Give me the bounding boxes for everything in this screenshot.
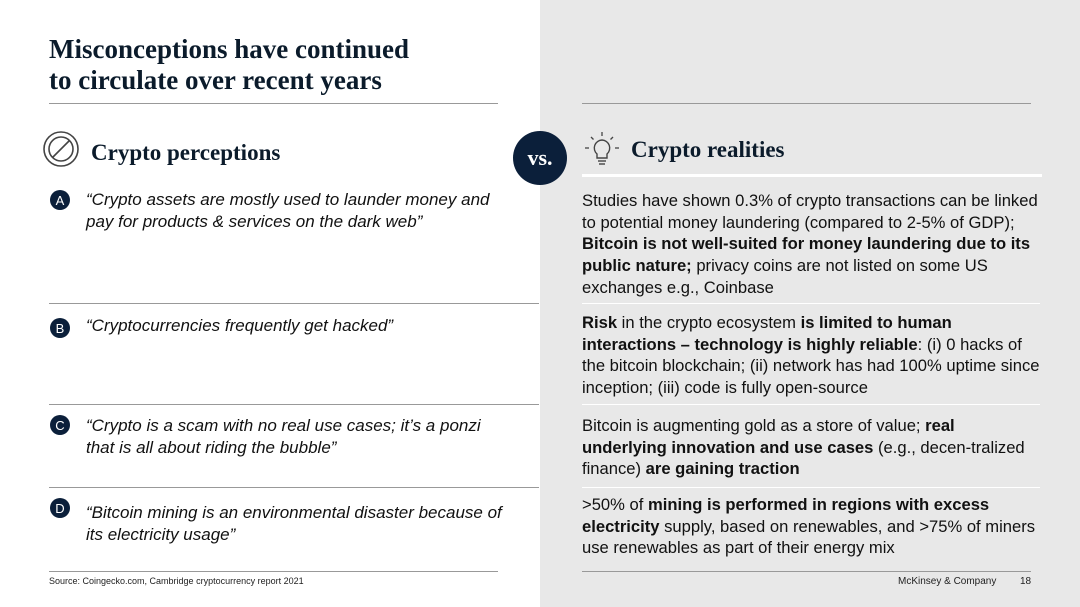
perception-text-a: “Crypto assets are mostly used to launde… <box>86 190 490 231</box>
reality-segment-bold: is limited to human interactions – techn… <box>582 313 952 354</box>
reality-segment-bold: real underlying innovation and use cases <box>582 416 955 457</box>
row-divider-right-3 <box>582 487 1040 488</box>
reality-segment: in the crypto ecosystem <box>617 313 801 332</box>
reality-segment: privacy coins are not listed on some US … <box>582 256 988 297</box>
reality-segment: supply, based on renewables, and >75% of… <box>582 516 1036 558</box>
source-note: Source: Coingecko.com, Cambridge cryptoc… <box>49 576 304 586</box>
reality-segment-bold: Bitcoin is not well-suited for money lau… <box>582 234 1031 276</box>
reality-text-d: >50% of mining is performed in regions w… <box>582 494 1042 559</box>
footer-divider-left <box>49 571 498 572</box>
footer-divider-right <box>582 571 1031 572</box>
page-title: Misconceptions have continued to circula… <box>49 34 509 96</box>
perception-text-d: “Bitcoin mining is an environmental disa… <box>86 503 502 544</box>
perception-text-b: “Cryptocurrencies frequently get hacked” <box>86 316 394 335</box>
realities-heading: Crypto realities <box>631 137 785 162</box>
realities-top-divider <box>582 103 1031 104</box>
prohibited-icon <box>42 130 80 168</box>
title-divider <box>49 103 498 104</box>
lightbulb-icon <box>582 130 622 170</box>
row-divider-right-2 <box>582 404 1040 405</box>
row-badge-c: C <box>50 415 70 435</box>
row-divider-right-1 <box>582 303 1040 304</box>
reality-segment: (e.g., decen-tralized finance) <box>582 437 1025 479</box>
page-title-line-1: Misconceptions have continued <box>49 34 410 64</box>
perception-text-c: “Crypto is a scam with no real use cases… <box>86 416 481 457</box>
perceptions-heading: Crypto perceptions <box>91 140 281 165</box>
reality-segment: Bitcoin is augmenting gold as a store of… <box>582 416 926 435</box>
reality-segment: >50% of <box>582 495 648 514</box>
company-name: McKinsey & Company <box>898 576 997 587</box>
row-badge-b: B <box>50 318 70 338</box>
reality-segment-bold: Risk <box>582 313 618 332</box>
page-title-line-2: to circulate over recent years <box>49 65 382 95</box>
reality-text-c: Bitcoin is augmenting gold as a store of… <box>582 415 1042 480</box>
realities-heading-underline <box>582 174 1042 177</box>
reality-segment-bold: mining is performed in regions with exce… <box>582 495 990 536</box>
row-badge-d: D <box>50 498 70 518</box>
row-divider-left-2 <box>49 404 539 405</box>
vs-badge: vs. <box>513 131 567 185</box>
reality-text-b: Risk in the crypto ecosystem is limited … <box>582 312 1042 399</box>
reality-text-a: Studies have shown 0.3% of crypto transa… <box>582 190 1042 299</box>
reality-segment: Studies have shown 0.3% of crypto transa… <box>582 191 1038 232</box>
reality-segment-bold: are gaining traction <box>645 459 800 479</box>
row-divider-left-1 <box>49 303 539 304</box>
page-number: 18 <box>1020 576 1032 587</box>
reality-segment: : (i) 0 hacks of the bitcoin blockchain;… <box>582 334 1040 398</box>
row-badge-a: A <box>50 190 70 210</box>
row-divider-left-3 <box>49 487 539 488</box>
